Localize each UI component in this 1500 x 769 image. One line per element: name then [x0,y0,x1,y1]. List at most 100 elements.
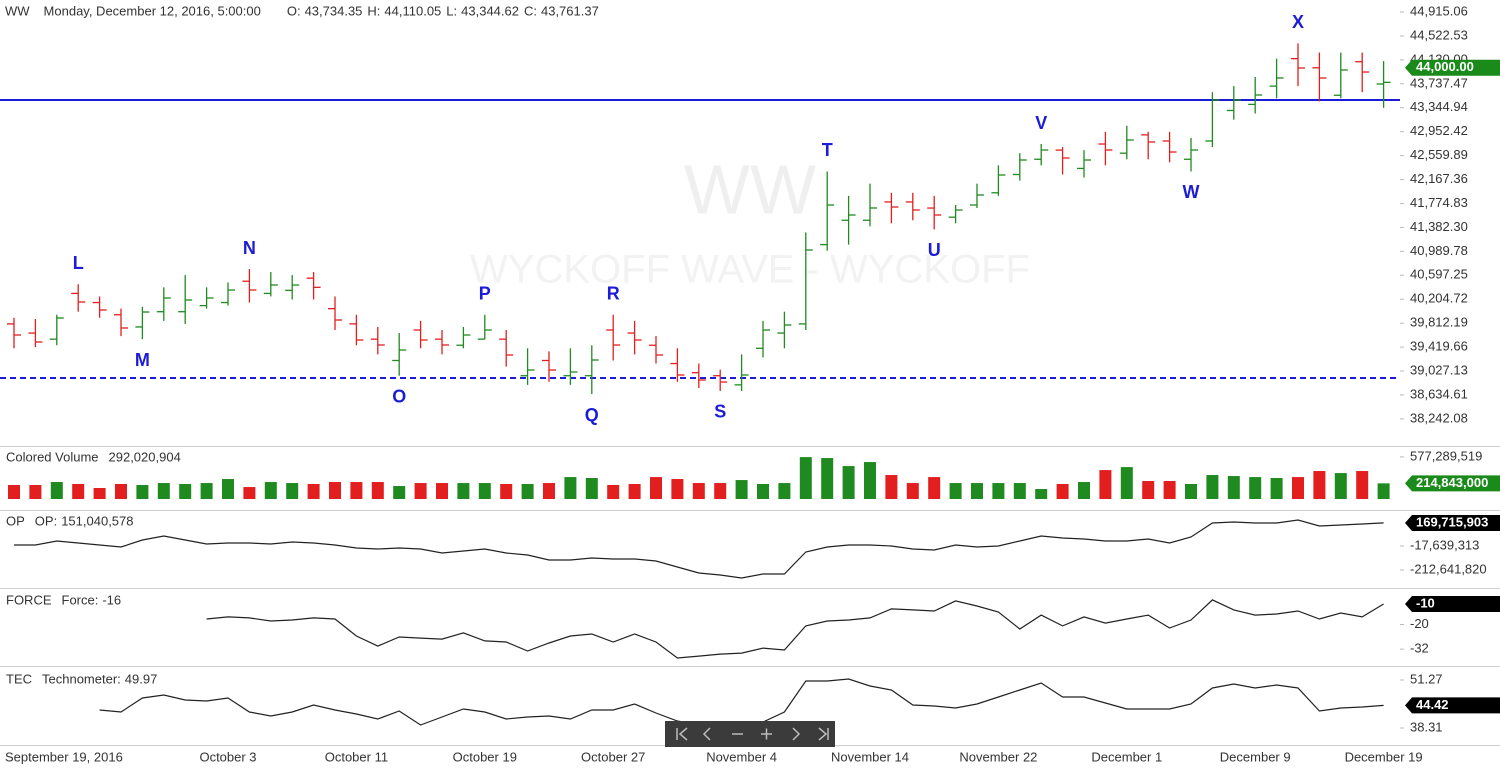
volume-bar [200,483,213,499]
volume-bar [1356,471,1369,499]
volume-bar [72,483,85,499]
volume-bar [607,485,620,499]
wave-label: O [392,386,406,406]
date: Monday, December 12, 2016, 5:00:00 [44,3,261,18]
y-tick-label: 42,559.89 [1410,147,1468,162]
wave-label: T [822,140,833,160]
volume-bar [992,483,1005,499]
volume-bar [799,457,812,499]
readout-value: 43,344.62 [461,3,519,18]
volume-bar [1206,475,1219,499]
readout-name: C: [524,3,537,18]
volume-bar [821,458,834,499]
volume-bar [564,477,577,499]
y-tick-label: 40,597.25 [1410,267,1468,282]
prev-button[interactable] [702,727,711,741]
y-tick-label: 44,915.06 [1410,3,1468,18]
first-button[interactable] [676,727,688,741]
volume-bar [393,486,406,499]
volume-bar [543,483,555,499]
zoom-in-button[interactable] [761,728,772,740]
x-tick-label: November 14 [831,749,909,764]
volume-bar [1163,481,1176,499]
x-tick-label: November 4 [706,749,777,764]
volume-bar [500,483,513,499]
readout-name: L: [446,3,457,18]
readout-value: 43,734.35 [305,3,363,18]
wave-label: S [714,402,726,422]
volume-bar [1249,477,1262,499]
x-tick-label: October 3 [199,749,256,764]
y-tick-label: -32 [1410,641,1429,656]
volume-bar [1142,481,1155,499]
volume-bar [179,483,192,499]
y-tick-label: 39,027.13 [1410,362,1468,377]
pane-readout-name: OP: [35,513,57,528]
y-tick-label: 39,812.19 [1410,315,1468,330]
x-tick-label: October 19 [453,749,517,764]
navigation-toolbar[interactable] [665,721,835,747]
volume-bar [371,482,384,499]
y-tick-label: 40,204.72 [1410,291,1468,306]
volume-bar [928,477,941,499]
x-tick-label: October 11 [325,749,388,764]
y-tick-label: 42,952.42 [1410,123,1468,138]
volume-bar [842,466,855,499]
volume-bar [1078,482,1090,499]
volume-bar [971,483,983,499]
volume-bar [1056,483,1069,499]
volume-bar [864,462,876,499]
x-tick-label: October 27 [581,749,645,764]
readout-name: H: [367,3,380,18]
x-tick-label: December 1 [1091,749,1162,764]
plot-area: 44,915.0644,522.5344,130.0043,737.4743,3… [0,3,1500,764]
pane-title: OP [6,513,25,528]
pane-readout-name: Force: [62,592,99,607]
y-tick-label: 42,167.36 [1410,171,1468,186]
wave-label: L [73,253,84,273]
y-tick-label: 43,344.94 [1410,99,1468,114]
volume-bar [628,483,641,499]
toolbar-background [665,721,835,747]
volume-bar [757,483,769,499]
x-tick-label: December 9 [1220,749,1291,764]
readout-name: O: [287,3,301,18]
volume-bar [1270,478,1283,499]
volume-bar [692,483,705,499]
wave-label: N [243,238,256,258]
y-tick-label: 38.31 [1410,719,1443,734]
readout-value: 44,110.05 [384,3,441,18]
volume-bar [1334,473,1347,499]
volume-bar [243,487,256,499]
pane-readout-name: Technometer: [42,671,121,686]
next-button[interactable] [792,727,801,741]
y-tick-label: 38,634.61 [1410,386,1468,401]
y-tick-label: 41,382.30 [1410,219,1468,234]
y-tick-label: -17,639,313 [1410,537,1479,552]
volume-bar [1013,483,1026,499]
last-value-label: 44,000.00 [1416,59,1474,74]
volume-bar [949,483,962,499]
volume-bar [714,483,727,499]
last-value-badge [1405,514,1500,531]
volume-bar [8,485,20,499]
last-value-badge [1405,59,1500,76]
last-value-label: -10 [1416,595,1435,610]
last-value-label: 44.42 [1416,697,1449,712]
volume-bar [1185,483,1197,499]
y-tick-label: -20 [1410,616,1429,631]
wave-label: X [1292,12,1304,32]
volume-bar [50,482,63,499]
volume-bar [885,475,898,499]
y-tick-label: 38,242.08 [1410,410,1468,425]
last-button[interactable] [818,727,829,741]
volume-bar [157,483,170,499]
last-value-label: 214,843,000 [1416,475,1488,490]
volume-bar [1120,467,1133,499]
volume-bar [264,482,277,499]
y-tick-label: -212,641,820 [1410,561,1487,576]
wave-label: U [928,240,941,260]
last-value-badge [1405,595,1500,612]
volume-bar [329,482,341,499]
